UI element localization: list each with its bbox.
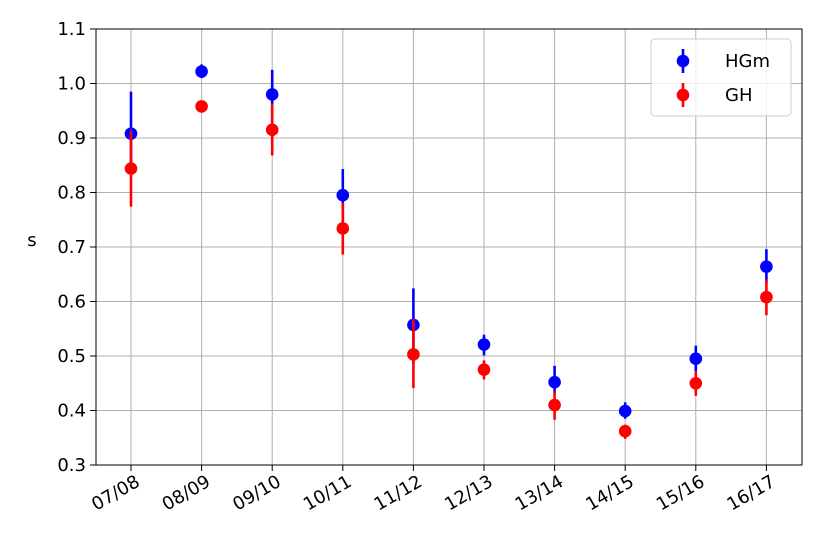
legend-label: GH [725, 85, 752, 106]
data-point [760, 260, 773, 273]
data-point [477, 363, 491, 376]
x-tick-label: 10/11 [300, 471, 355, 515]
data-point [265, 123, 279, 137]
x-tick-label: 14/15 [582, 471, 637, 515]
y-axis-label: s [27, 230, 36, 251]
y-tick-label: 0.3 [57, 455, 86, 476]
y-tick-label: 0.4 [57, 401, 86, 422]
y-tick-label: 1.0 [57, 74, 86, 95]
x-tick-label: 08/09 [159, 471, 214, 515]
data-point [477, 338, 491, 351]
data-point [689, 376, 703, 390]
x-tick-label: 09/10 [229, 471, 284, 515]
series-layer [124, 64, 773, 439]
series-hgm [124, 64, 773, 419]
legend-marker [676, 54, 690, 68]
data-point [760, 290, 773, 304]
legend-label: HGm [725, 51, 770, 72]
data-point [618, 404, 632, 418]
data-point [618, 424, 632, 438]
y-tick-label: 0.6 [57, 292, 86, 313]
data-point [689, 352, 703, 366]
data-point [195, 65, 208, 78]
data-point [195, 100, 208, 113]
x-tick-label: 07/08 [88, 471, 143, 515]
data-point [265, 88, 279, 101]
legend: HGm GH [650, 38, 792, 117]
data-point [336, 188, 350, 202]
y-tick-label: 0.5 [57, 346, 86, 367]
x-tick-label: 12/13 [441, 471, 496, 515]
y-tick-label: 0.7 [57, 237, 86, 258]
y-tick-label: 0.9 [57, 128, 86, 149]
x-tick-label: 13/14 [512, 471, 567, 515]
data-point [548, 375, 561, 389]
data-point [548, 398, 561, 412]
x-tick-label: 15/16 [653, 471, 708, 515]
legend-marker [676, 88, 690, 102]
data-point [124, 162, 138, 175]
series-gh [124, 100, 773, 439]
data-point [407, 348, 420, 361]
x-tick-label: 11/12 [370, 471, 425, 515]
y-tick-label: 1.1 [57, 19, 86, 40]
data-point [336, 222, 350, 235]
y-tick-label: 0.8 [57, 183, 86, 204]
x-tick-label: 16/17 [723, 471, 778, 515]
